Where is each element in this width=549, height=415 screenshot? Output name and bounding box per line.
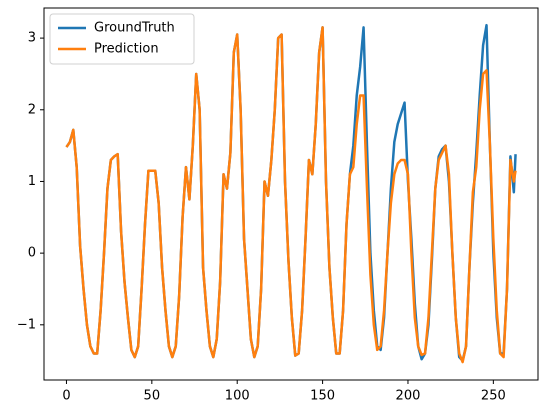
x-tick-label: 100 [225, 389, 250, 404]
legend-label: GroundTruth [94, 21, 175, 36]
x-tick-label: 250 [481, 389, 506, 404]
plot-frame [43, 7, 539, 381]
x-tick-label: 150 [310, 389, 335, 404]
x-tick-label: 50 [144, 389, 161, 404]
series-line [65, 26, 517, 364]
y-tick-label: 2 [28, 102, 36, 117]
y-tick-label: 0 [28, 246, 36, 261]
legend: GroundTruth Prediction [49, 13, 195, 65]
y-tick-label: 1 [28, 174, 36, 189]
x-tick-label: 200 [396, 389, 421, 404]
legend-box [49, 13, 195, 65]
legend-label: Prediction [94, 42, 159, 57]
x-tick-label: 0 [62, 389, 70, 404]
y-tick-label: 3 [28, 31, 36, 46]
y-tick-label: −1 [17, 317, 36, 332]
